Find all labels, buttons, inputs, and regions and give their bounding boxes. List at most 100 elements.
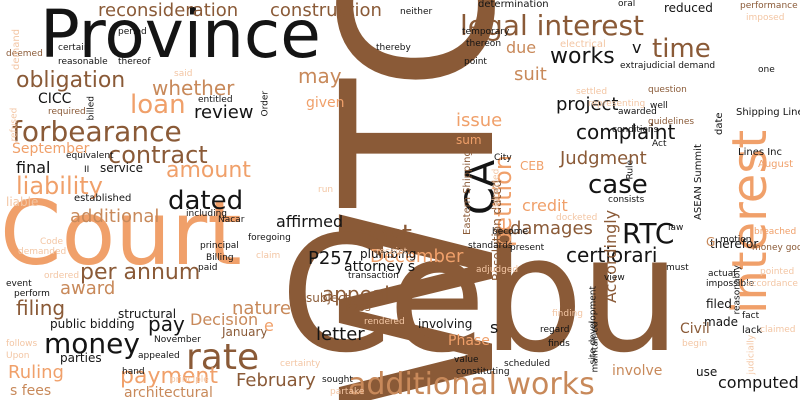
word-accordance: accordance: [746, 279, 798, 289]
word-lines-inc: Lines Inc: [738, 147, 783, 158]
word-damages: damages: [510, 218, 593, 239]
word-docketed: docketed: [556, 213, 598, 223]
word-view: view: [604, 273, 625, 283]
word-code: Code: [40, 237, 64, 247]
word-representing: representing: [588, 99, 646, 109]
word-computed: computed: [718, 373, 799, 392]
word-adjudged: adjudged: [476, 265, 519, 275]
word-determination: determination: [478, 0, 549, 10]
word-may: may: [298, 64, 342, 88]
word-credit: credit: [522, 196, 568, 215]
word-temporary: temporary: [462, 27, 510, 37]
word-payment: payment: [120, 364, 219, 389]
word-shipping-lines: Shipping Lines: [736, 107, 800, 118]
word-ceb: CEB: [520, 159, 545, 173]
word-well: well: [650, 101, 668, 111]
word-forbearance: forbearance: [12, 115, 182, 148]
word-project: project: [556, 94, 619, 115]
word-consists: consists: [608, 195, 645, 205]
word-upon: Upon: [6, 351, 30, 361]
word-thereof: thereof: [118, 57, 151, 67]
word-question: question: [648, 85, 687, 95]
word-issue: issue: [456, 110, 503, 131]
word-loan: loan: [130, 90, 186, 120]
word-phase: Phase: [448, 333, 490, 349]
word-november: November: [154, 335, 201, 345]
word-filed: filed: [706, 297, 732, 311]
word-fact: fact: [742, 311, 760, 321]
word-claim: claim: [256, 251, 281, 261]
word-demand: demand: [11, 28, 22, 70]
word-reduced: reduced: [664, 1, 713, 15]
word-structural: structural: [118, 307, 177, 321]
word-architectural: architectural: [124, 385, 213, 400]
word-money: money: [44, 327, 140, 360]
word-thereby: thereby: [376, 43, 411, 53]
word-extrajudicial-demand: extrajudicial demand: [620, 61, 716, 71]
word-act: Act: [652, 139, 667, 149]
word-additional: additional: [70, 206, 160, 227]
word-nature: nature: [232, 298, 291, 319]
word-impossible: impossible: [706, 279, 755, 289]
word-imposed: imposed: [746, 13, 785, 23]
word-review: review: [194, 102, 254, 123]
word-february: February: [236, 370, 316, 391]
word-civil: Civil: [680, 321, 710, 337]
word-date: date: [714, 112, 725, 135]
word-nacar: Nacar: [218, 215, 245, 225]
word-receipt: receipt: [376, 247, 408, 257]
word-e: e: [264, 316, 274, 335]
word-certainty: certainty: [280, 359, 321, 369]
word-service: service: [100, 161, 143, 175]
word-final: final: [16, 158, 51, 177]
word-run: run: [318, 185, 334, 195]
word-performance: performance: [740, 1, 798, 11]
word-breached: breached: [754, 227, 797, 237]
word-pointed: pointed: [760, 267, 795, 277]
word-electrical: electrical: [560, 39, 606, 50]
word-become: become: [492, 227, 529, 237]
word-finding: finding: [552, 309, 584, 319]
word-period: period: [118, 27, 147, 37]
word-demanded: demanded: [18, 247, 67, 257]
word-certiorari: certiorari: [566, 243, 658, 267]
word-use: use: [696, 365, 718, 379]
word-motion: motion: [720, 235, 752, 245]
word-one: one: [758, 65, 775, 75]
word-dated: dated: [168, 186, 244, 216]
word-foregoing: foregoing: [248, 233, 291, 243]
word-rtc: RTC: [622, 217, 675, 250]
word-involve: involve: [612, 363, 663, 379]
word-suit: suit: [514, 64, 547, 85]
word-liability: liability: [16, 172, 103, 200]
word-g: G: [706, 235, 716, 249]
word-ruling: Ruling: [8, 362, 64, 383]
word-award: award: [60, 278, 116, 299]
word-required: required: [48, 107, 86, 117]
word-rule: Rule: [625, 159, 636, 180]
word-ordered: ordered: [44, 271, 80, 281]
word-appealed: appealed: [138, 351, 180, 361]
word-regard: regard: [540, 325, 570, 335]
word-sum: sum: [456, 133, 482, 147]
word-hand: hand: [122, 367, 145, 377]
word-cebu: Cebu: [280, 201, 681, 388]
word-present: present: [510, 243, 545, 253]
word-decision: Decision: [190, 310, 259, 329]
word-cicc: CICC: [38, 91, 72, 107]
word-involving: involving: [418, 317, 473, 331]
word-judicially: judicially: [746, 334, 757, 375]
word-august: August: [758, 159, 793, 170]
word-must: must: [666, 263, 689, 273]
word-scheduled: scheduled: [504, 359, 551, 369]
word-affirmed: affirmed: [276, 212, 344, 231]
word-constituting: constituting: [456, 367, 510, 377]
word-time: time: [652, 34, 711, 64]
word-september: September: [12, 141, 90, 157]
word-province: Province: [40, 0, 321, 73]
word-oral: oral: [618, 0, 636, 9]
word-due: due: [506, 38, 537, 57]
word-billed: billed: [86, 96, 97, 121]
word-neither: neither: [400, 7, 433, 17]
word-finds: finds: [548, 339, 570, 349]
